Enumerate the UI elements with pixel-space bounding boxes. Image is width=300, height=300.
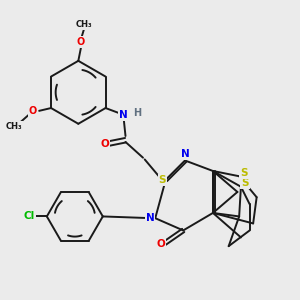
Text: O: O [29,106,37,116]
Text: S: S [240,168,248,178]
Text: N: N [146,213,154,223]
Text: H: H [133,108,141,118]
Text: O: O [77,37,85,46]
Text: O: O [156,239,165,249]
Text: S: S [242,178,249,188]
Text: N: N [119,110,128,120]
Text: Cl: Cl [24,212,35,221]
Text: N: N [181,149,189,159]
Text: CH₃: CH₃ [76,20,92,29]
Text: O: O [100,139,109,149]
Text: CH₃: CH₃ [5,122,22,131]
Text: S: S [158,176,166,185]
